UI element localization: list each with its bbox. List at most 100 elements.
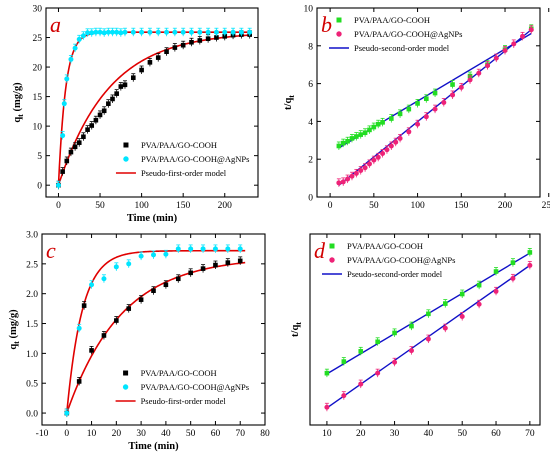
data-point — [372, 125, 377, 130]
data-point — [164, 49, 169, 54]
data-point — [529, 27, 534, 32]
x-tick-label: 50 — [369, 201, 379, 211]
data-point — [527, 263, 532, 268]
data-point — [443, 326, 448, 331]
data-point — [126, 306, 131, 311]
data-point — [89, 348, 94, 353]
x-tick-label: 40 — [161, 429, 171, 439]
data-point — [415, 122, 420, 127]
data-point — [176, 276, 181, 281]
data-point — [337, 144, 342, 149]
data-point — [426, 312, 431, 317]
data-point — [60, 169, 65, 174]
data-point — [376, 155, 381, 160]
legend-label: PVA/PAA/GO-COOH@AgNPs — [141, 382, 249, 392]
data-point — [222, 30, 227, 35]
data-point — [89, 123, 94, 128]
data-point — [460, 314, 465, 319]
data-point — [494, 56, 499, 61]
data-point — [164, 282, 169, 287]
data-point — [213, 246, 218, 251]
data-point — [358, 168, 363, 173]
data-point — [238, 259, 243, 264]
legend-label: PVA/PAA/GO-COOH@AgNPs — [347, 255, 455, 265]
data-point — [349, 174, 354, 179]
data-point — [156, 30, 161, 35]
data-point — [238, 246, 243, 251]
data-point — [189, 30, 194, 35]
data-point — [398, 112, 403, 117]
x-tick-label: 150 — [176, 201, 191, 211]
data-point — [56, 183, 61, 188]
x-tick-label: 50 — [186, 429, 196, 439]
x-tick-label: 20 — [112, 429, 122, 439]
data-point — [173, 45, 178, 50]
x-tick-label: 20 — [356, 429, 366, 439]
panel-label: b — [321, 12, 332, 37]
legend-label: PVA/PAA/GO-COOH — [347, 241, 423, 251]
data-point — [77, 37, 82, 42]
y-axis-label: qt (mg/g) — [12, 82, 25, 123]
data-point — [139, 68, 144, 73]
data-point — [77, 140, 82, 145]
panel-label: a — [50, 12, 61, 37]
data-point — [139, 254, 144, 259]
data-point — [139, 30, 144, 35]
x-axis-label: Time (min) — [127, 213, 178, 224]
data-point — [511, 260, 516, 265]
data-point — [341, 141, 346, 146]
data-point — [380, 120, 385, 125]
y-tick-label: 30 — [33, 5, 43, 15]
y-axis-label: qt (mg/g) — [8, 309, 21, 350]
data-point — [376, 122, 381, 127]
data-point — [181, 43, 186, 48]
data-point — [358, 132, 363, 137]
data-point — [69, 150, 74, 155]
data-point — [81, 33, 86, 38]
data-point — [163, 252, 168, 257]
data-point — [392, 360, 397, 365]
data-point — [94, 118, 99, 123]
data-point — [62, 101, 67, 106]
legend-label: Pseudo-first-order model — [141, 168, 227, 178]
x-tick-label: 200 — [218, 201, 233, 211]
legend-label: Pseudo-second-order model — [354, 43, 450, 53]
data-point — [176, 246, 181, 251]
data-point — [89, 282, 94, 287]
data-point — [393, 140, 398, 145]
data-point — [367, 161, 372, 166]
panel-label: c — [46, 238, 56, 263]
data-point — [214, 30, 219, 35]
data-point — [426, 337, 431, 342]
x-tick-label: 0 — [64, 429, 69, 439]
data-point — [77, 326, 82, 331]
data-point — [101, 276, 106, 281]
legend-marker — [123, 371, 128, 376]
x-tick-label: 40 — [424, 429, 434, 439]
data-point — [520, 34, 525, 39]
data-point — [409, 348, 414, 353]
y-tick-label: 2.0 — [26, 290, 38, 300]
x-tick-label: 10 — [322, 429, 332, 439]
data-point — [225, 246, 230, 251]
data-point — [68, 57, 73, 62]
x-tick-label: 10 — [87, 429, 97, 439]
data-point — [226, 260, 231, 265]
data-point — [415, 101, 420, 106]
data-point — [114, 264, 119, 269]
data-point — [122, 30, 127, 35]
data-point — [181, 30, 186, 35]
data-point — [363, 165, 368, 170]
data-point — [148, 60, 153, 65]
data-point — [213, 263, 218, 268]
panel-b: 0501001502002500246810t/qtbPVA/PAA/GO-CO… — [283, 5, 550, 212]
y-tick-label: 10 — [33, 123, 43, 133]
legend-label: PVA/PAA/GO-COOH — [141, 368, 217, 378]
data-point — [114, 91, 119, 96]
data-point — [468, 77, 473, 82]
legend: PVA/PAA/GO-COOH PVA/PAA/GO-COOH@AgNPs Pseu… — [116, 140, 249, 178]
data-point — [459, 85, 464, 90]
legend-label: PVA/PAA/GO-COOH — [141, 140, 217, 150]
data-point — [345, 139, 350, 144]
data-point — [231, 30, 236, 35]
